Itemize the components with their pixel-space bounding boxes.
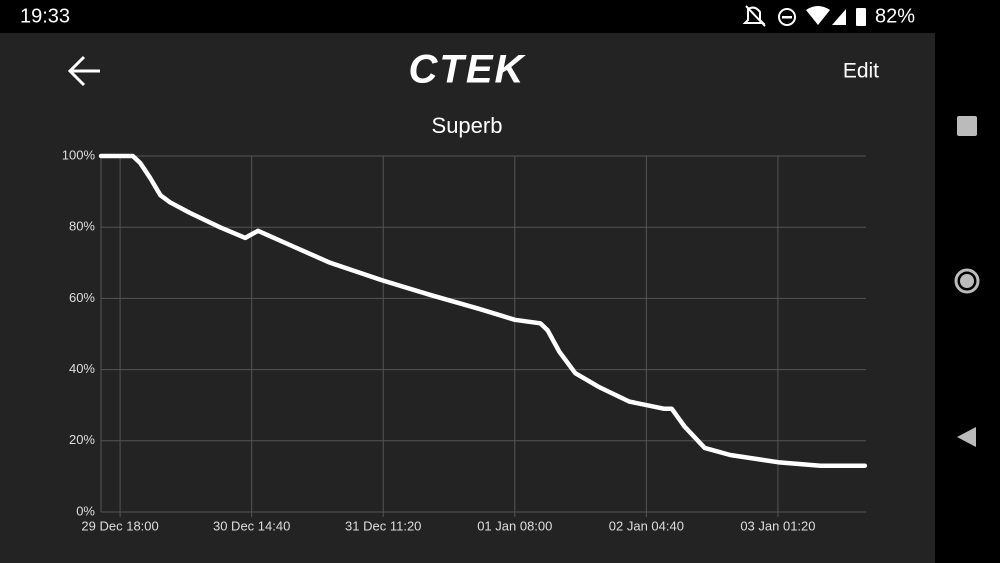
y-tick-label: 80% [69, 219, 95, 234]
x-tick-label: 02 Jan 04:40 [609, 518, 684, 533]
x-tick-label: 31 Dec 11:20 [345, 518, 421, 533]
x-tick-label: 01 Jan 08:00 [477, 518, 552, 533]
data-line [98, 153, 868, 468]
x-tick-label: 30 Dec 14:40 [213, 518, 290, 533]
x-tick-label: 03 Jan 01:20 [740, 518, 815, 533]
nav-bar [954, 116, 980, 447]
logo: CTEK [409, 48, 527, 92]
edit-button[interactable]: Edit [843, 60, 879, 83]
status-icons [742, 5, 866, 27]
home-button[interactable] [954, 268, 980, 294]
status-time: 19:33 [20, 5, 70, 27]
y-tick-label: 0% [76, 503, 95, 518]
y-tick-label: 20% [69, 432, 95, 447]
back-nav-button[interactable] [957, 427, 976, 447]
y-tick-label: 100% [62, 147, 96, 162]
recents-button[interactable] [957, 116, 977, 136]
back-button[interactable] [67, 55, 100, 87]
home-dot [960, 274, 974, 288]
x-tick-label: 29 Dec 18:00 [81, 518, 158, 533]
battery-level: 82% [875, 5, 915, 27]
y-tick-label: 40% [69, 361, 95, 376]
chart-title: Superb [432, 113, 503, 138]
y-tick-label: 60% [69, 290, 95, 305]
